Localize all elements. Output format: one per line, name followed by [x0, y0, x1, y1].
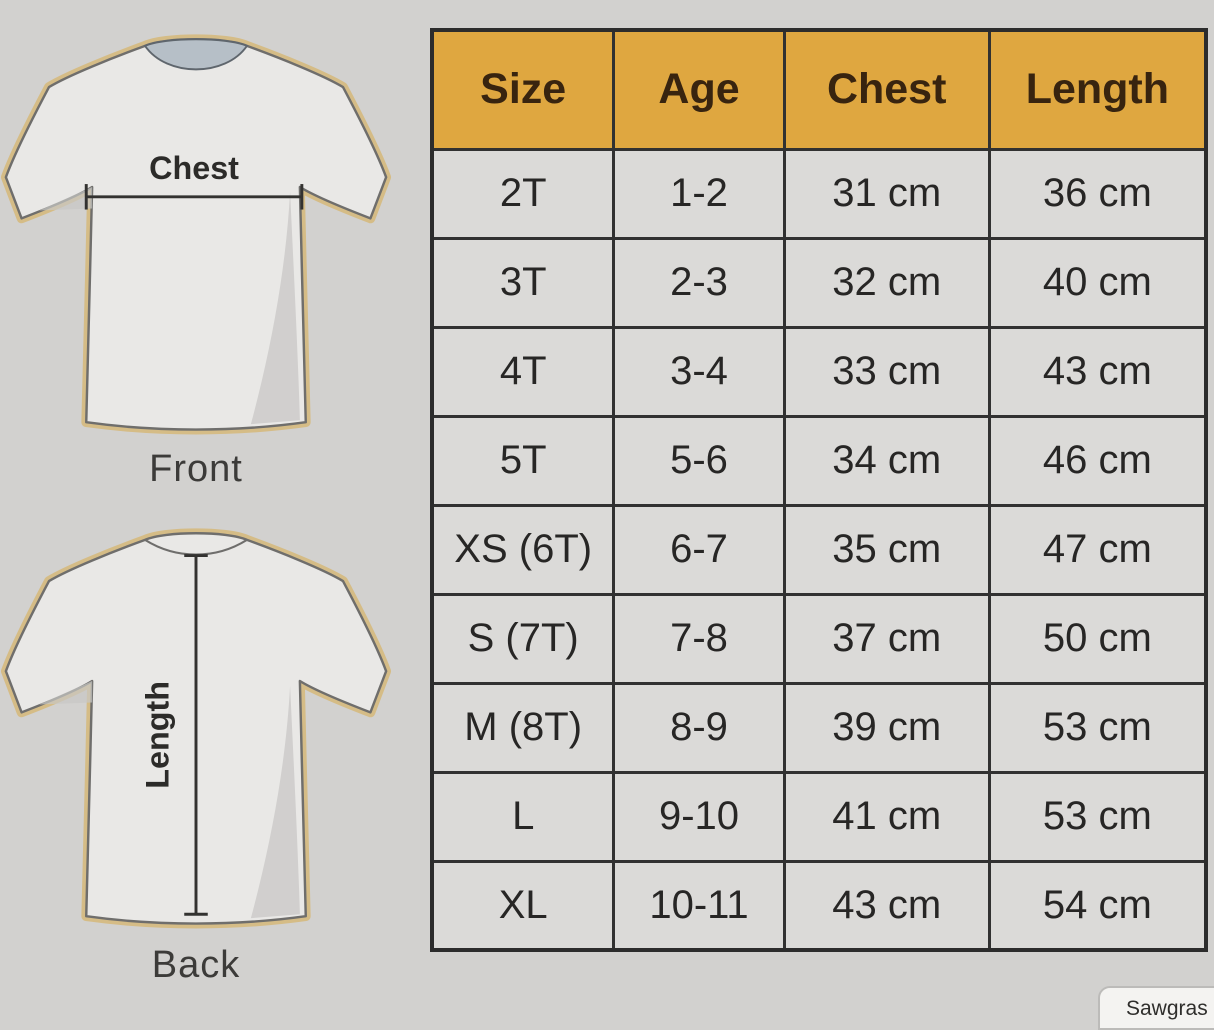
- table-cell: 36 cm: [987, 147, 1208, 240]
- table-cell: 34 cm: [782, 414, 991, 507]
- chest-measure-line: [84, 184, 304, 210]
- size-table-header: Size Age Chest Length: [430, 28, 1208, 151]
- back-caption: Back: [151, 944, 241, 986]
- table-cell: 6-7: [612, 503, 786, 596]
- front-shirt-diagram: Chest: [0, 34, 392, 435]
- sawgrass-watermark: Sawgras: [1098, 986, 1214, 1030]
- table-cell: 3T: [430, 236, 616, 329]
- front-caption: Front: [149, 448, 243, 490]
- table-cell: 1-2: [612, 147, 786, 240]
- table-cell: 43 cm: [987, 325, 1208, 418]
- column-header-size: Size: [430, 28, 616, 151]
- table-cell: 7-8: [612, 592, 786, 685]
- table-cell: 47 cm: [987, 503, 1208, 596]
- length-measure-label: Length: [140, 681, 176, 789]
- table-cell: 5T: [430, 414, 616, 507]
- measurement-diagram-panel: Chest Front Length Back: [0, 0, 430, 1010]
- table-cell: 53 cm: [987, 681, 1208, 774]
- table-cell: M (8T): [430, 681, 616, 774]
- table-cell: 4T: [430, 325, 616, 418]
- table-row: 2T 1-2 31 cm 36 cm: [430, 147, 1208, 240]
- table-row: XL 10-11 43 cm 54 cm: [430, 859, 1208, 952]
- table-cell: 2T: [430, 147, 616, 240]
- chest-measure-label: Chest: [149, 150, 239, 186]
- table-cell: 39 cm: [782, 681, 991, 774]
- table-row: XS (6T) 6-7 35 cm 47 cm: [430, 503, 1208, 596]
- column-header-length: Length: [987, 28, 1208, 151]
- table-cell: 31 cm: [782, 147, 991, 240]
- column-header-chest: Chest: [782, 28, 991, 151]
- shirt-shading: [250, 685, 300, 919]
- table-cell: 3-4: [612, 325, 786, 418]
- table-cell: 2-3: [612, 236, 786, 329]
- header-row: Size Age Chest Length: [430, 28, 1208, 151]
- size-table-body: 2T 1-2 31 cm 36 cm 3T 2-3 32 cm 40 cm 4T 3-4 33 cm…: [430, 147, 1208, 952]
- shirt-shading: [250, 191, 300, 425]
- table-cell: 5-6: [612, 414, 786, 507]
- table-cell: XL: [430, 859, 616, 952]
- table-cell: 10-11: [612, 859, 786, 952]
- table-cell: 43 cm: [782, 859, 991, 952]
- table-cell: 53 cm: [987, 770, 1208, 863]
- table-cell: 32 cm: [782, 236, 991, 329]
- table-row: S (7T) 7-8 37 cm 50 cm: [430, 592, 1208, 685]
- table-cell: XS (6T): [430, 503, 616, 596]
- table-row: 4T 3-4 33 cm 43 cm: [430, 325, 1208, 418]
- table-row: M (8T) 8-9 39 cm 53 cm: [430, 681, 1208, 774]
- table-cell: L: [430, 770, 616, 863]
- table-row: 5T 5-6 34 cm 46 cm: [430, 414, 1208, 507]
- column-header-age: Age: [612, 28, 786, 151]
- table-cell: 35 cm: [782, 503, 991, 596]
- table-cell: 46 cm: [987, 414, 1208, 507]
- sleeve-shading: [39, 681, 93, 705]
- table-cell: S (7T): [430, 592, 616, 685]
- collar: [143, 38, 249, 71]
- table-cell: 54 cm: [987, 859, 1208, 952]
- shirt-body: [4, 38, 388, 431]
- table-cell: 9-10: [612, 770, 786, 863]
- table-cell: 50 cm: [987, 592, 1208, 685]
- table-row: 3T 2-3 32 cm 40 cm: [430, 236, 1208, 329]
- table-cell: 40 cm: [987, 236, 1208, 329]
- table-cell: 41 cm: [782, 770, 991, 863]
- table-cell: 33 cm: [782, 325, 991, 418]
- size-table: Size Age Chest Length 2T 1-2 31 cm 36 cm 3T 2…: [430, 28, 1208, 952]
- back-shirt-diagram: Length: [0, 528, 392, 929]
- length-measure-line: [184, 554, 208, 916]
- table-cell: 8-9: [612, 681, 786, 774]
- table-cell: 37 cm: [782, 592, 991, 685]
- table-row: L 9-10 41 cm 53 cm: [430, 770, 1208, 863]
- sleeve-shading: [39, 187, 93, 211]
